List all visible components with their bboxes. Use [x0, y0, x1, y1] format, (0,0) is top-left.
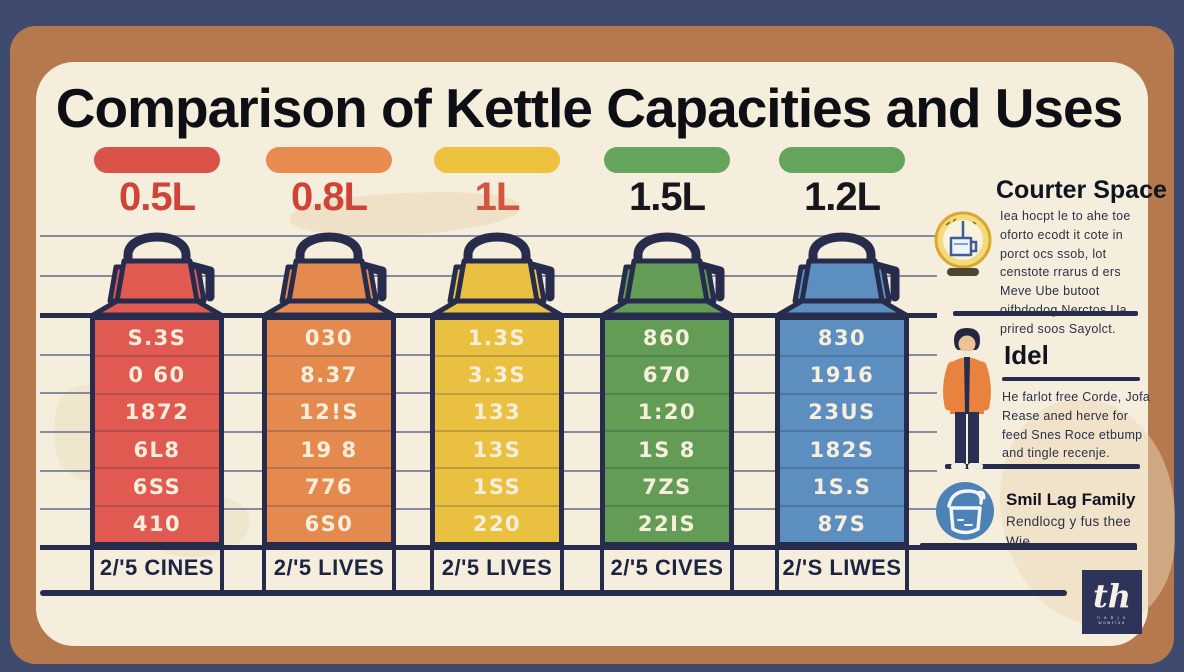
kettle-row-value: 830	[817, 325, 867, 350]
kettle-top-illustration	[775, 232, 909, 315]
sidebar-divider	[920, 543, 1137, 548]
capacity-label: 0.8L	[290, 175, 368, 219]
kettle-icon	[934, 480, 996, 547]
sidebar-heading-small-family: Smil Lag Family	[1006, 490, 1136, 509]
measuring-cup-icon	[933, 210, 993, 289]
kettle-row-value: 1.3S	[467, 325, 527, 350]
kettle-footer-label: 2/'5 CINES	[90, 547, 224, 591]
sidebar-heading-underline	[1002, 377, 1140, 381]
brand-logo: th n a b j o wowtrou	[1082, 570, 1142, 634]
capacity-pill	[434, 147, 560, 173]
kettle-row-value: 19 8	[267, 429, 391, 467]
kettle-footer-label: 2/'S LIWES	[775, 547, 909, 591]
capacity-label: 0.5L	[118, 175, 196, 219]
brand-logo-text: th	[1092, 576, 1132, 615]
kettle-row-value: 23US	[780, 392, 904, 430]
capacity-pill	[779, 147, 905, 173]
sidebar-divider	[953, 311, 1138, 316]
kettle-row-value: 1SS	[435, 467, 559, 504]
kettle-top-illustration	[262, 232, 396, 315]
kettle-body: 030 8.37 12!S 19 8 776 6S0	[262, 315, 396, 547]
kettle-row-value: 12!S	[267, 392, 391, 430]
sidebar-heading-counter-space: Courter Space	[996, 176, 1167, 204]
kettle-row-value: 8.37	[267, 355, 391, 392]
kettle-row-value: 1S.S	[780, 467, 904, 504]
person-icon	[936, 324, 998, 479]
kettle-row-value: 6SS	[95, 467, 219, 504]
bottom-rule	[40, 590, 1067, 596]
kettle-row-value: 6L8	[95, 429, 219, 467]
kettle-row-value: 22IS	[605, 504, 729, 542]
sidebar-paragraph-ideal: He farlot free Corde, Jofa Rease aned he…	[1002, 390, 1151, 461]
kettle-row-value: 6S0	[267, 504, 391, 542]
kettle-row-value: 13S	[435, 429, 559, 467]
kettle-row-value: 1:20	[605, 392, 729, 430]
kettle-row-value: 1S 8	[605, 429, 729, 467]
capacity-pill	[266, 147, 392, 173]
kettle-top-illustration	[90, 232, 224, 315]
capacity-pill	[604, 147, 730, 173]
kettle-footer-label: 2/'5 LIVES	[262, 547, 396, 591]
kettle-row-value: S.3S	[127, 325, 187, 350]
sidebar-paragraph-small-family: Rendlocg y fus thee Wie.	[1006, 514, 1132, 550]
kettle-row-value: 87S	[780, 504, 904, 542]
kettle-row-value: 776	[267, 467, 391, 504]
kettle-top-illustration	[430, 232, 564, 315]
sidebar-heading-ideal: Idel	[1004, 340, 1049, 370]
kettle-body: 1.3S 3.3S 133 13S 1SS 220	[430, 315, 564, 547]
capacity-label: 1.5L	[628, 175, 706, 219]
kettle-row-value: 410	[95, 504, 219, 542]
kettle-row-value: 3.3S	[435, 355, 559, 392]
gridline-thick-baseline	[40, 545, 1137, 550]
kettle-column-1.2l: 1.2L 830 1916 23US 182S 1S.S 87S 2/'S LI…	[775, 147, 909, 591]
kettle-row-value: 030	[304, 325, 354, 350]
kettle-row-value: 133	[435, 392, 559, 430]
kettle-body: 830 1916 23US 182S 1S.S 87S	[775, 315, 909, 547]
kettle-footer-label: 2/'5 CIVES	[600, 547, 734, 591]
sidebar-divider	[945, 464, 1140, 469]
kettle-row-value: 670	[605, 355, 729, 392]
kettle-column-0.8l: 0.8L 030 8.37 12!S 19 8 776 6S0 2/'5 LIV…	[262, 147, 396, 591]
kettle-row-value: 220	[435, 504, 559, 542]
kettle-row-value: 1916	[780, 355, 904, 392]
kettle-row-value: 182S	[780, 429, 904, 467]
kettle-body: S.3S 0 60 1872 6L8 6SS 410	[90, 315, 224, 547]
capacity-label: 1.2L	[803, 175, 881, 219]
kettle-column-1l: 1L 1.3S 3.3S 133 13S 1SS 220 2/'5 LIVES	[430, 147, 564, 591]
kettle-row-value: 1872	[95, 392, 219, 430]
kettle-top-illustration	[600, 232, 734, 315]
capacity-label: 1L	[474, 175, 521, 219]
brand-logo-subtext: n a b j o wowtrou	[1097, 614, 1127, 625]
kettle-row-value: 0 60	[95, 355, 219, 392]
sidebar-paragraph-counter-space: Iea hocpt le to ahe toe oforto ecodt it …	[1000, 209, 1131, 336]
kettle-row-value: 860	[642, 325, 692, 350]
kettle-column-0.5l: 0.5L S.3S 0 60 1872 6L8 6SS 410 2/'5 CIN…	[90, 147, 224, 591]
kettle-body: 860 670 1:20 1S 8 7ZS 22IS	[600, 315, 734, 547]
kettle-footer-label: 2/'5 LIVES	[430, 547, 564, 591]
capacity-pill	[94, 147, 220, 173]
kettle-row-value: 7ZS	[605, 467, 729, 504]
page-title: Comparison of Kettle Capacities and Uses	[55, 77, 1123, 139]
kettle-column-1.5l: 1.5L 860 670 1:20 1S 8 7ZS 22IS 2/'5 CIV…	[600, 147, 734, 591]
